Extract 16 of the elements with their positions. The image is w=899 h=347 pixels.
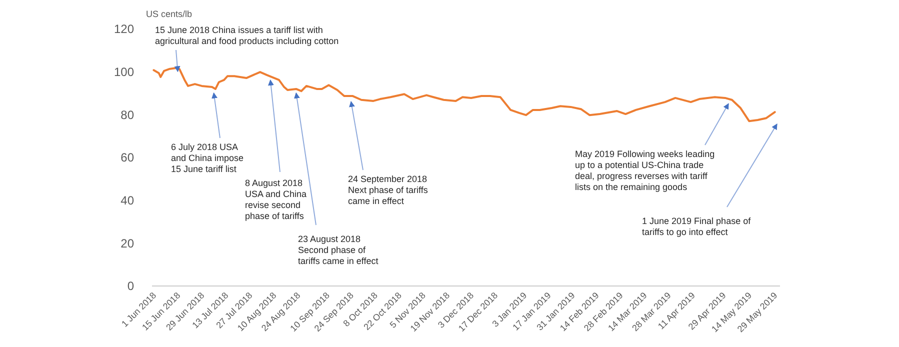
annotation: 23 August 2018 Second phase of tariffs came in effect <box>298 234 379 266</box>
y-tick-label: 60 <box>120 150 134 165</box>
annotation: May 2019 Following weeks leading up to a potential US-China trade deal, progress reverses with tariff lists on the remaining goods <box>575 149 715 192</box>
annotation: 8 August 2018 USA and China revise second phase of tariffs <box>245 178 307 221</box>
y-tick-label: 80 <box>120 108 134 122</box>
y-tick-label: 100 <box>114 65 134 80</box>
annotation: 24 September 2018 Next phase of tariffs came in effect <box>348 174 428 206</box>
y-tick-label: 0 <box>127 279 134 294</box>
y-tick-label: 40 <box>120 194 134 208</box>
y-tick-label: 120 <box>114 22 134 36</box>
y-tick-label: 20 <box>120 236 134 250</box>
y-axis-title: US cents/lb <box>146 9 192 19</box>
annotation: 1 June 2019 Final phase of tariffs to go into effect <box>642 216 752 237</box>
line-series <box>152 66 776 122</box>
annotation: 15 June 2018 China issues a tariff list with agricultural and food products including cotton <box>155 25 339 46</box>
annotation: 6 July 2018 USA and China impose 15 June tariff list <box>171 142 244 174</box>
